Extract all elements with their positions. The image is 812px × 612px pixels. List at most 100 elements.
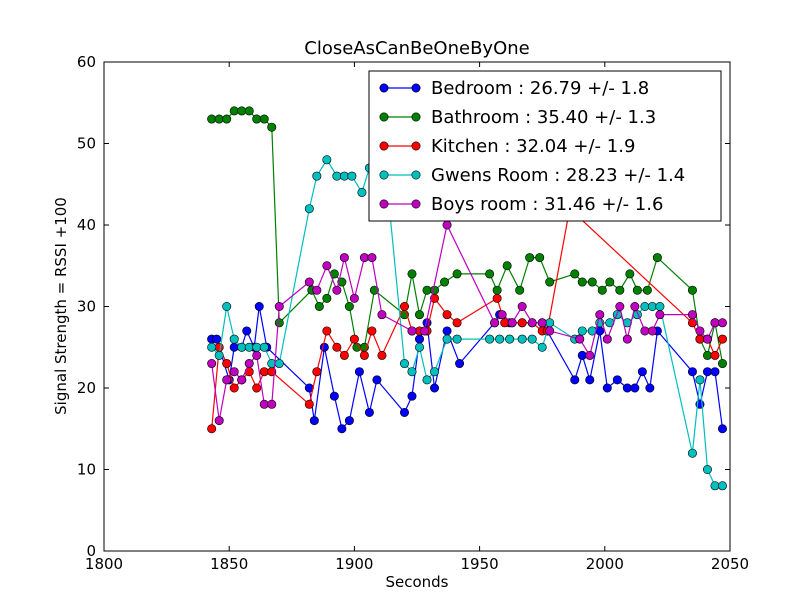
data-point (710, 481, 720, 491)
data-point (244, 106, 254, 116)
data-point (452, 269, 462, 279)
data-point (585, 350, 595, 360)
data-point (304, 277, 314, 287)
legend-label: Bedroom : 26.79 +/- 1.8 (431, 78, 649, 99)
data-point (537, 318, 547, 328)
data-point (527, 318, 537, 328)
data-point (229, 342, 239, 352)
data-point (222, 375, 232, 385)
data-point (252, 342, 262, 352)
data-point (652, 253, 662, 263)
legend-marker (379, 170, 389, 180)
data-point (364, 407, 374, 417)
data-point (359, 350, 369, 360)
data-point (587, 326, 597, 336)
data-point (244, 359, 254, 369)
data-point (517, 334, 527, 344)
data-point (687, 310, 697, 320)
data-point (222, 301, 232, 311)
x-tick-label: 1950 (461, 555, 499, 573)
data-point (337, 424, 347, 434)
data-point (407, 367, 417, 377)
data-point (702, 464, 712, 474)
data-point (229, 367, 239, 377)
legend-marker (379, 141, 389, 151)
data-point (214, 416, 224, 426)
data-point (312, 285, 322, 295)
data-point (442, 334, 452, 344)
series-3 (207, 155, 727, 491)
data-point (259, 342, 269, 352)
data-point (214, 114, 224, 124)
data-point (655, 310, 665, 320)
data-point (207, 424, 217, 434)
y-tick-label: 50 (77, 135, 96, 153)
data-point (354, 367, 364, 377)
data-point (237, 106, 247, 116)
data-point (252, 383, 262, 393)
data-point (377, 350, 387, 360)
legend-marker (411, 170, 421, 180)
x-tick-label: 2000 (586, 555, 624, 573)
data-point (545, 326, 555, 336)
data-point (500, 318, 510, 328)
data-point (212, 334, 222, 344)
data-point (372, 375, 382, 385)
data-point (495, 334, 505, 344)
data-point (369, 285, 379, 295)
legend-label: Gwens Room : 28.23 +/- 1.4 (431, 165, 685, 186)
data-point (695, 326, 705, 336)
data-point (407, 326, 417, 336)
data-point (702, 334, 712, 344)
data-point (577, 277, 587, 287)
data-point (399, 407, 409, 417)
y-axis-label: Signal Strength = RSSI +100 (52, 197, 70, 415)
data-point (645, 383, 655, 393)
data-point (537, 342, 547, 352)
data-point (695, 334, 705, 344)
data-point (687, 367, 697, 377)
data-point (407, 269, 417, 279)
data-point (347, 171, 357, 181)
data-point (570, 375, 580, 385)
data-point (515, 285, 525, 295)
data-point (492, 285, 502, 295)
data-point (312, 171, 322, 181)
data-point (637, 367, 647, 377)
data-point (399, 301, 409, 311)
x-tick-label: 2050 (711, 555, 749, 573)
data-point (304, 399, 314, 409)
data-point (274, 301, 284, 311)
data-point (274, 318, 284, 328)
series-2 (207, 204, 727, 434)
y-tick-label: 0 (86, 542, 96, 560)
data-point (229, 383, 239, 393)
data-point (430, 367, 440, 377)
data-point (527, 334, 537, 344)
data-point (314, 301, 324, 311)
data-point (485, 334, 495, 344)
data-point (319, 342, 329, 352)
legend-marker (411, 141, 421, 151)
data-point (322, 155, 332, 165)
data-point (430, 285, 440, 295)
legend-marker (379, 83, 389, 93)
data-point (710, 350, 720, 360)
data-point (332, 171, 342, 181)
data-point (267, 399, 277, 409)
data-point (339, 253, 349, 263)
data-point (430, 383, 440, 393)
data-point (717, 424, 727, 434)
data-point (695, 375, 705, 385)
data-point (585, 375, 595, 385)
legend-marker (379, 112, 389, 122)
data-point (229, 334, 239, 344)
x-tick-label: 1850 (210, 555, 248, 573)
legend-item: Bathroom : 35.40 +/- 1.3 (379, 107, 656, 128)
data-point (517, 301, 527, 311)
data-point (622, 383, 632, 393)
data-point (415, 334, 425, 344)
data-point (595, 310, 605, 320)
data-point (422, 375, 432, 385)
data-point (442, 220, 452, 230)
